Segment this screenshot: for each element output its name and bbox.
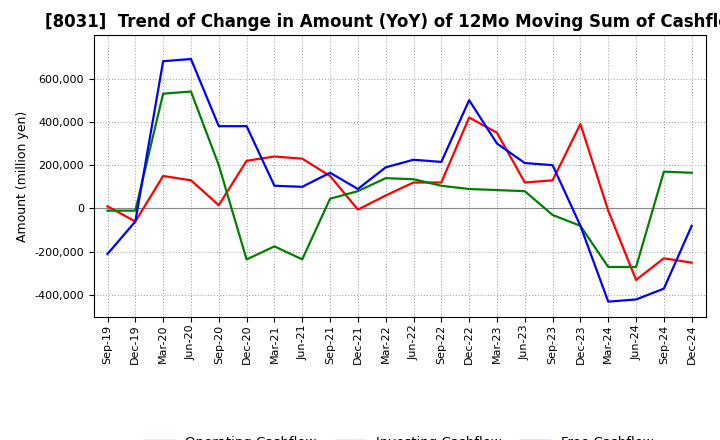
- Line: Investing Cashflow: Investing Cashflow: [107, 92, 692, 267]
- Free Cashflow: [576, 223, 585, 228]
- Operating Cashflow: [215, 202, 223, 208]
- Free Cashflow: [521, 160, 529, 165]
- Investing Cashflow: [215, 162, 223, 168]
- Free Cashflow: [270, 183, 279, 188]
- Investing Cashflow: [465, 187, 474, 192]
- Operating Cashflow: [660, 256, 668, 261]
- Investing Cashflow: [354, 188, 362, 194]
- Y-axis label: Amount (million yen): Amount (million yen): [16, 110, 29, 242]
- Operating Cashflow: [103, 204, 112, 209]
- Operating Cashflow: [382, 193, 390, 198]
- Operating Cashflow: [270, 154, 279, 159]
- Free Cashflow: [549, 162, 557, 168]
- Investing Cashflow: [631, 264, 640, 270]
- Free Cashflow: [492, 141, 501, 146]
- Investing Cashflow: [576, 223, 585, 228]
- Operating Cashflow: [186, 178, 195, 183]
- Investing Cashflow: [298, 257, 307, 262]
- Operating Cashflow: [576, 121, 585, 127]
- Investing Cashflow: [660, 169, 668, 174]
- Investing Cashflow: [103, 208, 112, 213]
- Operating Cashflow: [298, 156, 307, 161]
- Operating Cashflow: [159, 173, 168, 179]
- Operating Cashflow: [688, 260, 696, 265]
- Title: [8031]  Trend of Change in Amount (YoY) of 12Mo Moving Sum of Cashflows: [8031] Trend of Change in Amount (YoY) o…: [45, 13, 720, 31]
- Operating Cashflow: [549, 178, 557, 183]
- Operating Cashflow: [131, 219, 140, 224]
- Free Cashflow: [103, 251, 112, 257]
- Free Cashflow: [298, 184, 307, 190]
- Legend: Operating Cashflow, Investing Cashflow, Free Cashflow: Operating Cashflow, Investing Cashflow, …: [140, 430, 659, 440]
- Operating Cashflow: [604, 208, 613, 213]
- Free Cashflow: [688, 223, 696, 228]
- Investing Cashflow: [382, 176, 390, 181]
- Investing Cashflow: [325, 196, 334, 202]
- Line: Operating Cashflow: Operating Cashflow: [107, 117, 692, 280]
- Free Cashflow: [186, 56, 195, 62]
- Investing Cashflow: [549, 213, 557, 218]
- Investing Cashflow: [688, 170, 696, 176]
- Investing Cashflow: [270, 244, 279, 249]
- Free Cashflow: [159, 59, 168, 64]
- Operating Cashflow: [631, 277, 640, 282]
- Operating Cashflow: [325, 173, 334, 179]
- Operating Cashflow: [492, 130, 501, 136]
- Free Cashflow: [604, 299, 613, 304]
- Investing Cashflow: [159, 91, 168, 96]
- Investing Cashflow: [186, 89, 195, 94]
- Free Cashflow: [325, 170, 334, 176]
- Free Cashflow: [631, 297, 640, 302]
- Free Cashflow: [465, 98, 474, 103]
- Operating Cashflow: [354, 207, 362, 212]
- Operating Cashflow: [242, 158, 251, 164]
- Operating Cashflow: [437, 180, 446, 185]
- Operating Cashflow: [409, 180, 418, 185]
- Investing Cashflow: [131, 208, 140, 213]
- Free Cashflow: [131, 219, 140, 224]
- Line: Free Cashflow: Free Cashflow: [107, 59, 692, 302]
- Investing Cashflow: [492, 187, 501, 193]
- Investing Cashflow: [437, 183, 446, 188]
- Investing Cashflow: [242, 257, 251, 262]
- Free Cashflow: [660, 286, 668, 291]
- Operating Cashflow: [521, 180, 529, 185]
- Investing Cashflow: [521, 188, 529, 194]
- Free Cashflow: [382, 165, 390, 170]
- Free Cashflow: [409, 157, 418, 162]
- Free Cashflow: [242, 124, 251, 129]
- Free Cashflow: [215, 124, 223, 129]
- Investing Cashflow: [604, 264, 613, 270]
- Operating Cashflow: [465, 115, 474, 120]
- Free Cashflow: [437, 159, 446, 165]
- Free Cashflow: [354, 187, 362, 192]
- Investing Cashflow: [409, 176, 418, 182]
